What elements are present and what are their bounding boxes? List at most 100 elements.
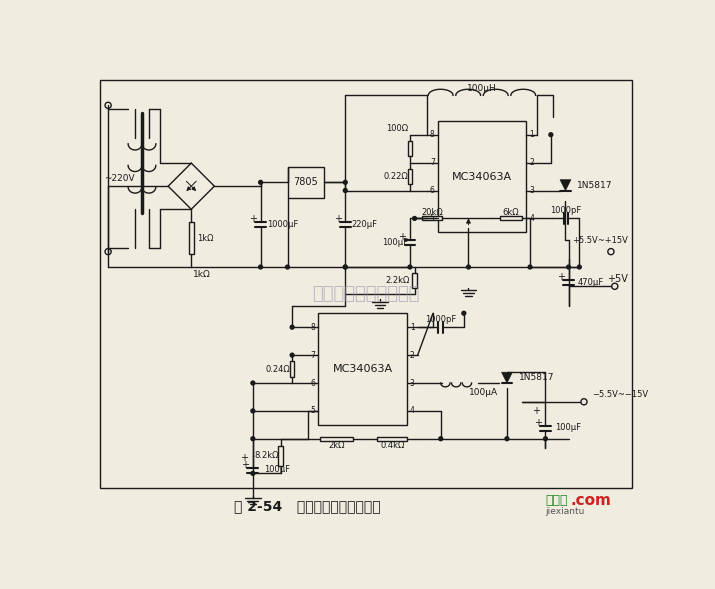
Text: +: + [241,460,249,470]
Text: 图 2-54   三路输出稳压电源电路: 图 2-54 三路输出稳压电源电路 [234,499,380,513]
Circle shape [466,265,470,269]
Circle shape [528,265,532,269]
Text: 2: 2 [529,158,534,167]
Circle shape [608,249,614,254]
Bar [377,437,408,441]
Text: .com: .com [571,493,612,508]
Text: 4: 4 [529,214,534,223]
Text: 接线图: 接线图 [546,494,568,507]
Text: 3: 3 [529,186,534,195]
Bar [408,141,413,157]
Circle shape [543,437,548,441]
Text: 1: 1 [529,130,534,139]
Text: MC34063A: MC34063A [332,364,393,374]
Circle shape [285,265,290,269]
Text: 100Ω: 100Ω [386,124,408,133]
Text: 1N5817: 1N5817 [519,373,555,382]
Bar [278,446,283,466]
Text: 5: 5 [310,406,315,415]
Text: 470μF: 470μF [578,278,604,287]
Text: 0.24Ω: 0.24Ω [266,365,290,373]
Text: 8: 8 [430,130,435,139]
Text: 6kΩ: 6kΩ [503,208,519,217]
Text: 7: 7 [310,350,315,360]
Text: 100μA: 100μA [469,388,498,397]
Circle shape [462,312,465,315]
Text: 1000pF: 1000pF [551,206,581,215]
Text: 8: 8 [310,323,315,332]
Bar [408,168,413,184]
Text: 0.22Ω: 0.22Ω [384,172,408,181]
Text: 7805: 7805 [294,177,318,187]
Polygon shape [502,372,513,383]
Text: +: + [240,453,247,463]
Circle shape [343,265,347,269]
Circle shape [290,325,294,329]
Circle shape [439,437,443,441]
Text: 6: 6 [430,186,435,195]
Circle shape [343,188,347,193]
Circle shape [343,180,347,184]
Text: +: + [557,272,565,282]
Circle shape [251,381,255,385]
Text: +: + [534,418,542,428]
Circle shape [251,437,255,441]
Text: 100μF: 100μF [555,423,581,432]
Text: 5: 5 [430,214,435,223]
Text: 1: 1 [410,323,415,332]
Text: jiexiantu: jiexiantu [546,507,585,515]
Circle shape [251,409,255,413]
Text: +5.5V~+15V: +5.5V~+15V [573,236,628,244]
Text: +5V: +5V [607,273,628,283]
Text: 220μF: 220μF [352,220,378,229]
Text: 0.4kΩ: 0.4kΩ [380,441,405,450]
Polygon shape [560,180,571,190]
Bar [320,437,352,441]
Text: 20kΩ: 20kΩ [421,208,443,217]
Text: +: + [249,214,257,224]
Text: 1N5817: 1N5817 [577,181,613,190]
Text: 2.2kΩ: 2.2kΩ [385,276,410,285]
Bar [287,167,325,198]
Text: +: + [334,214,342,224]
Circle shape [611,283,618,289]
Circle shape [566,265,571,269]
Text: +: + [398,232,406,242]
Text: −5.5V~−15V: −5.5V~−15V [591,389,648,399]
Circle shape [549,133,553,137]
Text: 100μF: 100μF [265,465,290,474]
Text: 8.2kΩ: 8.2kΩ [255,451,279,460]
Circle shape [343,265,347,269]
Bar [318,313,407,425]
Bar [500,217,521,220]
Bar [413,273,417,288]
Circle shape [578,265,581,269]
Circle shape [290,353,294,357]
Text: 6: 6 [310,379,315,388]
Bar [422,217,442,220]
Text: 1kΩ: 1kΩ [193,270,210,279]
Circle shape [105,102,112,108]
Text: 3: 3 [410,379,415,388]
Text: 2kΩ: 2kΩ [328,441,345,450]
Text: 杭州将泰科技有限公司: 杭州将泰科技有限公司 [312,285,420,303]
Text: MC34063A: MC34063A [452,171,512,181]
Text: 100μF: 100μF [383,238,408,247]
Text: +: + [532,406,541,416]
Text: 4: 4 [410,406,415,415]
Text: 1kΩ: 1kΩ [197,234,214,243]
Circle shape [259,180,262,184]
Text: 100μH: 100μH [467,84,497,93]
Text: 1000μF: 1000μF [267,220,298,229]
Text: 7: 7 [430,158,435,167]
Circle shape [251,471,255,475]
Bar [100,80,632,488]
Bar [189,222,194,254]
Circle shape [105,249,112,254]
Bar [290,361,295,377]
Bar [438,121,526,233]
Circle shape [259,265,262,269]
Circle shape [413,217,416,220]
Circle shape [505,437,509,441]
Text: ~220V: ~220V [104,174,135,183]
